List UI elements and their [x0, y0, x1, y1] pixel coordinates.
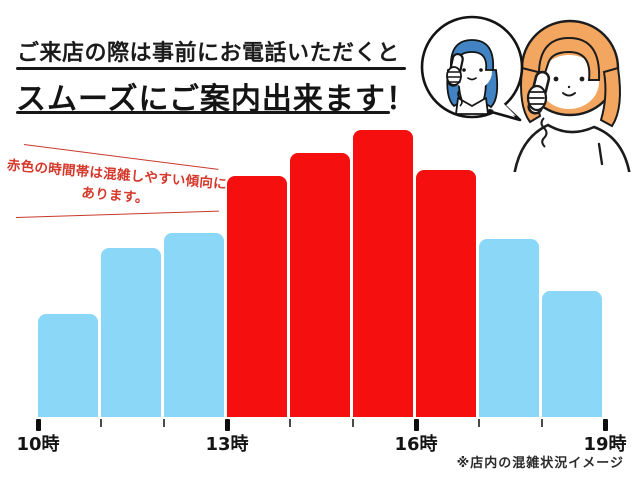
footer-caption: ※店内の混雑状況イメージ — [456, 456, 624, 471]
bar-17時 — [479, 239, 539, 417]
speech-bubble-caller — [420, 15, 524, 122]
bar-12時 — [164, 233, 224, 417]
bar-10時 — [38, 314, 98, 417]
axis-minor-tick — [541, 419, 543, 427]
axis-major-tick — [224, 419, 230, 431]
axis-minor-tick — [478, 419, 480, 427]
bar-11時 — [101, 248, 161, 417]
woman-on-phone — [513, 19, 631, 172]
axis-major-tick — [413, 419, 419, 431]
axis-minor-tick — [163, 419, 165, 427]
axis-label-13時: 13時 — [205, 434, 249, 455]
axis-major-tick — [602, 419, 608, 431]
headline-underline-1 — [16, 67, 406, 70]
axis-major-tick — [35, 419, 41, 431]
bar-15時 — [353, 130, 413, 417]
axis-label-16時: 16時 — [394, 434, 438, 455]
axis-label-10時: 10時 — [16, 434, 60, 455]
axis-minor-tick — [289, 419, 291, 427]
bar-18時 — [542, 291, 602, 417]
bar-14時 — [290, 153, 350, 417]
bar-13時 — [227, 176, 287, 417]
headline-underline-2 — [16, 111, 390, 114]
headline-line1: ご来店の際は事前にお電話いただくと — [17, 41, 400, 66]
axis-minor-tick — [100, 419, 102, 427]
axis-label-19時: 19時 — [583, 434, 627, 455]
phone-call-illustration — [420, 15, 631, 172]
axis-minor-tick — [352, 419, 354, 427]
bar-16時 — [416, 170, 476, 417]
